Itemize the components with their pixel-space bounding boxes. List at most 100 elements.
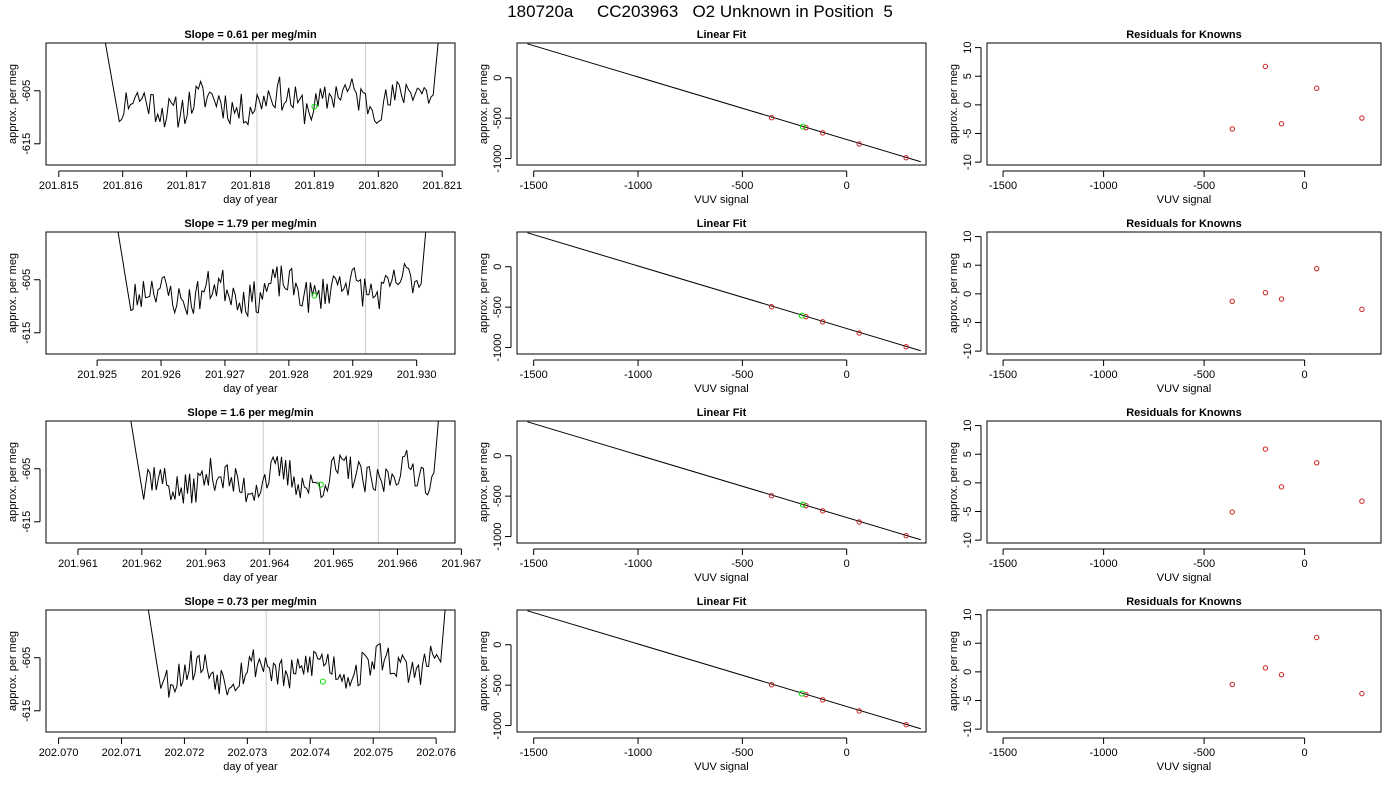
chart-1: Slope = 0.61 per meg/min 201.815 201.816 20… xyxy=(7,29,462,206)
plot-frame xyxy=(45,609,456,733)
plot-frame xyxy=(516,420,927,544)
plot-frame xyxy=(516,609,927,733)
x-tick-label: 201.821 xyxy=(422,180,462,192)
y-tick-label: 5 xyxy=(962,451,974,457)
x-tick-label: -500 xyxy=(1193,747,1215,759)
x-tick-label: 201.963 xyxy=(186,558,226,570)
y-tick-label: 5 xyxy=(962,73,974,79)
x-tick-label: -1500 xyxy=(520,180,548,192)
fit-line xyxy=(527,43,921,163)
plot-frame xyxy=(45,42,456,166)
y-tick-label: -10 xyxy=(962,343,974,359)
y-tick-label: -5 xyxy=(962,318,974,328)
residual-point xyxy=(1278,484,1285,490)
residual-point xyxy=(1229,681,1235,688)
known-point xyxy=(903,533,909,539)
plot-area xyxy=(1229,634,1365,697)
y-axis-label: approx. per meg xyxy=(478,442,490,522)
x-tick-label: -1000 xyxy=(1090,369,1118,381)
fit-line xyxy=(527,421,921,541)
y-tick-label: 0 xyxy=(492,75,504,81)
unknown-point xyxy=(311,103,318,110)
x-tick-label: 201.961 xyxy=(58,558,98,570)
known-point xyxy=(820,319,826,325)
known-point xyxy=(856,141,862,147)
x-tick-label: 201.967 xyxy=(442,558,482,570)
plot-frame xyxy=(986,420,1382,544)
chart-2: Linear Fit -1500 -1000 -500 0 VUV signal 0 -500… xyxy=(478,29,927,206)
plot-area xyxy=(147,610,446,732)
x-tick-label: -1500 xyxy=(520,369,548,381)
x-tick-label: -1000 xyxy=(624,369,652,381)
residual-point xyxy=(1313,460,1320,466)
chart-title: Linear Fit xyxy=(697,407,747,419)
chart-title: Slope = 1.6 per meg/min xyxy=(187,407,314,419)
residual-point xyxy=(1359,690,1365,697)
x-axis-label: VUV signal xyxy=(1157,572,1211,584)
y-tick-label: -1000 xyxy=(492,144,504,172)
chart-title: Slope = 0.61 per meg/min xyxy=(184,29,317,41)
residual-point xyxy=(1262,446,1269,452)
chart-4: Slope = 1.79 per meg/min 201.925 201.926 20… xyxy=(7,218,456,395)
plot-frame xyxy=(45,231,456,355)
x-tick-label: 0 xyxy=(844,558,850,570)
x-tick-label: 201.818 xyxy=(231,180,271,192)
y-tick-label: -615 xyxy=(21,133,33,155)
signal-trace xyxy=(104,43,439,128)
y-axis-label: approx. per meg xyxy=(948,253,960,333)
chart-title: Residuals for Knowns xyxy=(1126,218,1242,230)
x-tick-label: 201.962 xyxy=(122,558,162,570)
residual-point xyxy=(1359,306,1365,313)
chart-6: Residuals for Knowns -1500 -1000 -500 0 VUV s… xyxy=(948,218,1382,395)
x-tick-label: 0 xyxy=(1302,558,1308,570)
unknown-point xyxy=(799,501,806,508)
x-tick-label: -1500 xyxy=(989,369,1017,381)
x-tick-label: 0 xyxy=(1302,369,1308,381)
y-tick-label: -605 xyxy=(21,269,33,291)
known-point xyxy=(768,493,775,499)
known-point xyxy=(820,130,826,136)
unknown-point xyxy=(317,481,324,488)
x-tick-label: 201.819 xyxy=(295,180,335,192)
known-point xyxy=(768,682,775,688)
plot-area xyxy=(527,610,921,730)
x-axis-label: VUV signal xyxy=(1157,194,1211,206)
residual-point xyxy=(1359,115,1365,121)
y-tick-label: -10 xyxy=(962,532,974,548)
residual-point xyxy=(1229,126,1235,132)
x-tick-label: 201.929 xyxy=(333,369,373,381)
x-tick-label: -1000 xyxy=(1090,558,1118,570)
residual-point xyxy=(1262,290,1269,296)
y-tick-label: -500 xyxy=(492,485,504,507)
residual-point xyxy=(1278,121,1285,127)
chart-title: Residuals for Knowns xyxy=(1126,29,1242,41)
y-tick-label: -5 xyxy=(962,507,974,517)
residual-point xyxy=(1278,296,1285,302)
chart-title: Linear Fit xyxy=(697,218,747,230)
x-tick-label: -1500 xyxy=(520,747,548,759)
x-tick-label: 0 xyxy=(1302,747,1308,759)
chart-title: Linear Fit xyxy=(697,29,747,41)
y-axis-label: approx. per meg xyxy=(7,631,19,711)
plot-area xyxy=(117,232,427,354)
x-tick-label: 202.075 xyxy=(353,747,393,759)
y-tick-label: 0 xyxy=(962,291,974,297)
x-tick-label: 202.071 xyxy=(102,747,142,759)
x-tick-label: 201.925 xyxy=(77,369,117,381)
y-tick-label: -500 xyxy=(492,296,504,318)
x-tick-label: 201.964 xyxy=(250,558,290,570)
y-axis-label: approx. per meg xyxy=(948,64,960,144)
plot-frame xyxy=(516,231,927,355)
known-point xyxy=(768,304,775,310)
plot-frame xyxy=(986,609,1382,733)
plot-frame xyxy=(986,42,1382,166)
plot-area xyxy=(104,43,439,165)
y-tick-label: 0 xyxy=(962,669,974,675)
plot-area xyxy=(1229,265,1365,313)
y-tick-label: -605 xyxy=(21,647,33,669)
page-title: 180720a CC203963 O2 Unknown in Position … xyxy=(507,2,893,21)
y-axis-label: approx. per meg xyxy=(7,442,19,522)
residual-point xyxy=(1359,498,1365,504)
x-tick-label: -1500 xyxy=(520,558,548,570)
